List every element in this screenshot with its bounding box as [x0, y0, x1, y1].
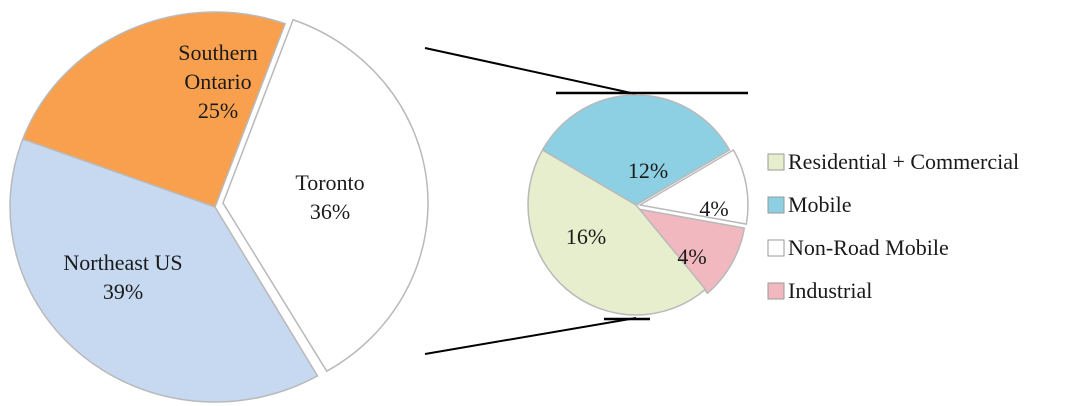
data-label-non-road-mobile: 4%	[699, 196, 728, 221]
legend-swatch-non-road-mobile	[767, 239, 785, 257]
legend-swatch-mobile	[767, 196, 785, 214]
data-label-residential-commercial: 16%	[566, 224, 606, 249]
pie-slice-toronto	[222, 18, 429, 373]
pie-slice-industrial	[636, 207, 746, 295]
connector-line	[424, 47, 637, 95]
data-label-mobile: 12%	[628, 158, 668, 183]
pie-slice-residential-commercial	[527, 148, 707, 316]
data-label-northeast-us: Northeast US 39%	[63, 250, 182, 304]
data-label-toronto: Toronto 36%	[295, 170, 364, 224]
secondary-pie: 12% 4% 4% 16%	[527, 94, 749, 316]
connector-lines	[424, 47, 748, 355]
pie-slice-non-road-mobile	[637, 148, 749, 225]
legend-label-non-road-mobile: Non-Road Mobile	[788, 235, 949, 260]
pie-slice-mobile	[541, 94, 731, 206]
main-pie: Southern Ontario 25% Toronto 36% Northeast US…	[9, 11, 429, 403]
legend-label-residential-commercial: Residential + Commercial	[788, 149, 1019, 174]
legend-swatch-industrial	[767, 282, 785, 300]
legend-label-industrial: Industrial	[788, 278, 872, 303]
pie-slice-northeast-us	[9, 138, 319, 403]
pie-slice-southern-ontario	[21, 11, 287, 208]
data-label-southern-ontario: Southern Ontario 25%	[178, 40, 257, 123]
connector-line	[424, 317, 637, 355]
legend-label-mobile: Mobile	[788, 192, 852, 217]
data-label-industrial: 4%	[677, 244, 706, 269]
legend: Residential + Commercial Mobile Non-Road M…	[767, 149, 1019, 303]
legend-swatch-residential-commercial	[767, 153, 785, 171]
